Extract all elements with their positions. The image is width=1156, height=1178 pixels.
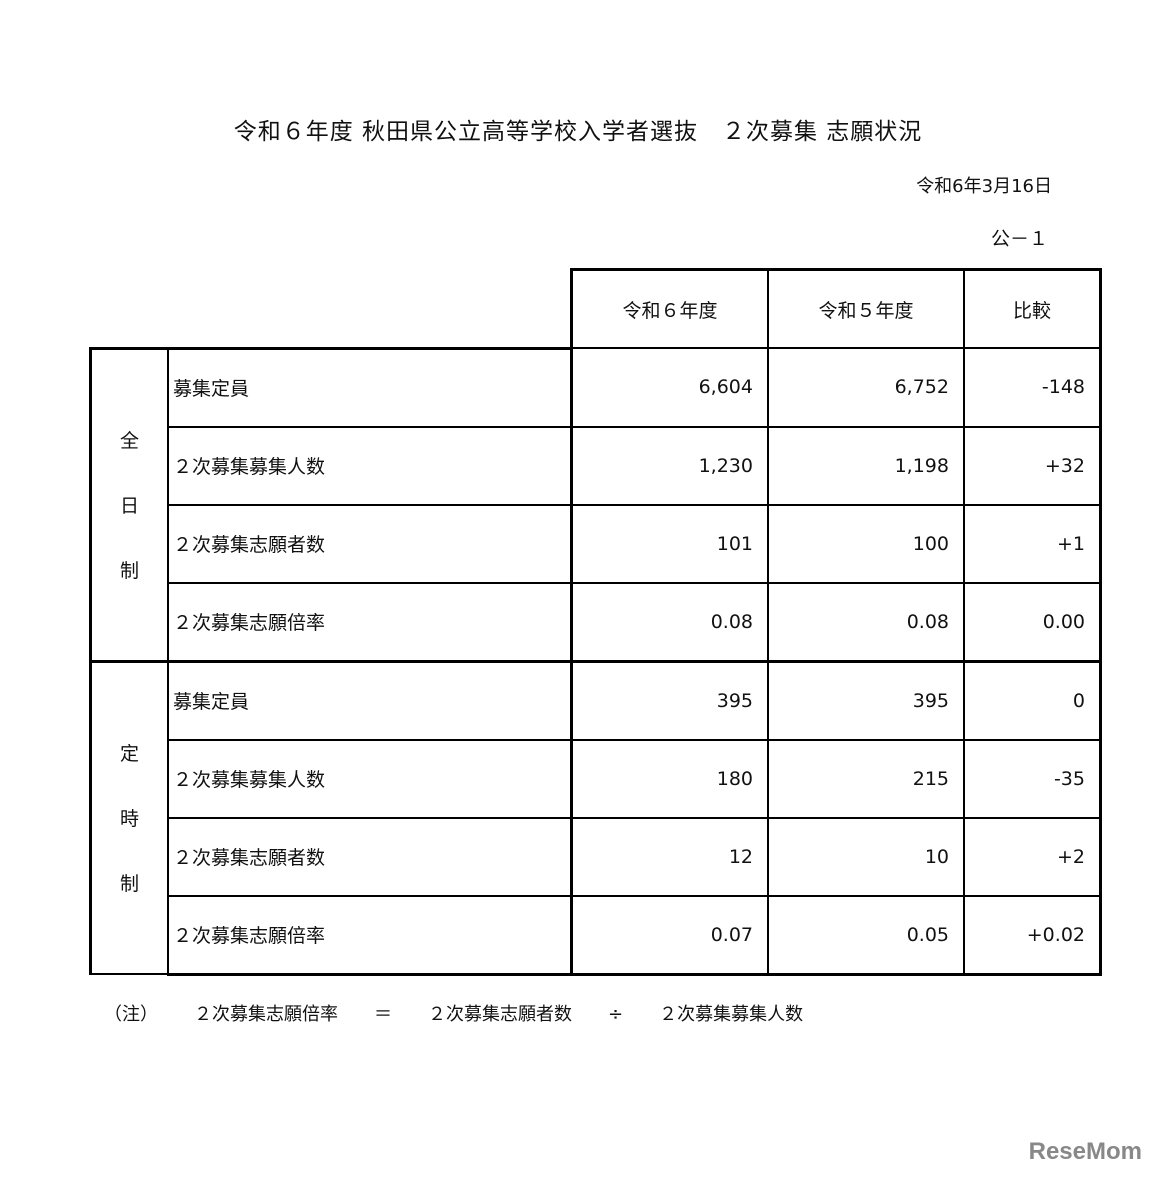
row-label: ２次募集志願者数 bbox=[167, 503, 573, 584]
document-date: 令和6年3月16日 bbox=[916, 176, 1052, 197]
page-title: 令和６年度 秋田県公立高等学校入学者選抜 ２次募集 志願状況 bbox=[233, 119, 923, 145]
note-denominator: ２次募集募集人数 bbox=[659, 1004, 804, 1025]
table-row: ２次募集募集人数 180 215 -35 bbox=[91, 738, 1102, 819]
cell-r5: 215 bbox=[767, 738, 965, 819]
note-divide: ÷ bbox=[608, 1004, 624, 1025]
group-label-char: 制 bbox=[119, 873, 139, 896]
group-label: 全日制 bbox=[89, 347, 169, 662]
cell-diff: +32 bbox=[963, 425, 1102, 506]
cell-diff: 0.00 bbox=[963, 581, 1102, 662]
column-header: 比較 bbox=[963, 268, 1102, 349]
table-row: ２次募集志願者数 12 10 +2 bbox=[91, 816, 1102, 897]
row-label: ２次募集募集人数 bbox=[167, 738, 573, 819]
cell-diff: -35 bbox=[963, 738, 1102, 819]
note-equals: ＝ bbox=[374, 1004, 392, 1025]
row-label: ２次募集志願倍率 bbox=[167, 581, 573, 662]
cell-r5: 1,198 bbox=[767, 425, 965, 506]
cell-r6: 180 bbox=[570, 738, 769, 819]
cell-r5: 6,752 bbox=[767, 347, 965, 428]
group-label-char: 日 bbox=[119, 495, 139, 517]
cell-r5: 395 bbox=[767, 659, 965, 741]
group-label-char: 全 bbox=[119, 430, 139, 452]
group-label-char: 定 bbox=[119, 743, 139, 766]
column-header: 令和６年度 bbox=[570, 268, 769, 349]
resemom-logo: ReseMom bbox=[1028, 1138, 1142, 1165]
row-label: 募集定員 bbox=[167, 347, 573, 428]
table-row: ２次募集志願倍率 0.08 0.08 0.00 bbox=[91, 581, 1102, 662]
row-label: ２次募集志願者数 bbox=[167, 816, 573, 897]
note-lhs: ２次募集志願倍率 bbox=[194, 1004, 338, 1025]
footnote: （注） ２次募集志願倍率 ＝ ２次募集志願者数 ÷ ２次募集募集人数 bbox=[104, 1000, 839, 1026]
cell-r6: 0.07 bbox=[570, 894, 769, 976]
cell-r6: 12 bbox=[570, 816, 769, 897]
cell-diff: +1 bbox=[963, 503, 1102, 584]
note-prefix: （注） bbox=[104, 1004, 158, 1025]
cell-r6: 395 bbox=[570, 659, 769, 741]
row-label: 募集定員 bbox=[167, 659, 573, 741]
row-label: ２次募集志願倍率 bbox=[167, 894, 573, 976]
table-row: ２次募集志願者数 101 100 +1 bbox=[91, 503, 1102, 584]
empty-header-cell bbox=[90, 269, 572, 350]
table-header-row: 令和６年度 令和５年度 比較 bbox=[90, 268, 1102, 350]
table-row: ２次募集募集人数 1,230 1,198 +32 bbox=[91, 425, 1102, 506]
column-header: 令和５年度 bbox=[767, 268, 965, 349]
cell-r6: 0.08 bbox=[570, 581, 769, 662]
cell-r6: 6,604 bbox=[570, 347, 769, 428]
group-label-char: 時 bbox=[119, 808, 139, 831]
cell-diff: +0.02 bbox=[963, 894, 1102, 976]
note-numerator: ２次募集志願者数 bbox=[428, 1004, 572, 1025]
document-number: 公－１ bbox=[990, 228, 1048, 250]
cell-r6: 101 bbox=[570, 503, 769, 584]
cell-diff: -148 bbox=[963, 347, 1102, 428]
row-label: ２次募集募集人数 bbox=[167, 425, 573, 506]
cell-r5: 0.05 bbox=[767, 894, 965, 976]
cell-r5: 100 bbox=[767, 503, 965, 584]
table-row: ２次募集志願倍率 0.07 0.05 +0.02 bbox=[91, 894, 1102, 976]
cell-r5: 10 bbox=[767, 816, 965, 897]
cell-r6: 1,230 bbox=[570, 425, 769, 506]
cell-r5: 0.08 bbox=[767, 581, 965, 662]
table-row: 定時制募集定員 395 395 0 bbox=[89, 659, 1102, 975]
application-status-table: 令和６年度 令和５年度 比較 全日制募集定員 6,604 6,752 -148 ２次募集… bbox=[89, 268, 1102, 976]
group-label-char: 制 bbox=[119, 560, 139, 582]
table-row: 全日制募集定員 6,604 6,752 -148 bbox=[89, 347, 1102, 662]
cell-diff: +2 bbox=[963, 816, 1102, 897]
cell-diff: 0 bbox=[963, 659, 1102, 741]
group-label: 定時制 bbox=[89, 659, 169, 975]
